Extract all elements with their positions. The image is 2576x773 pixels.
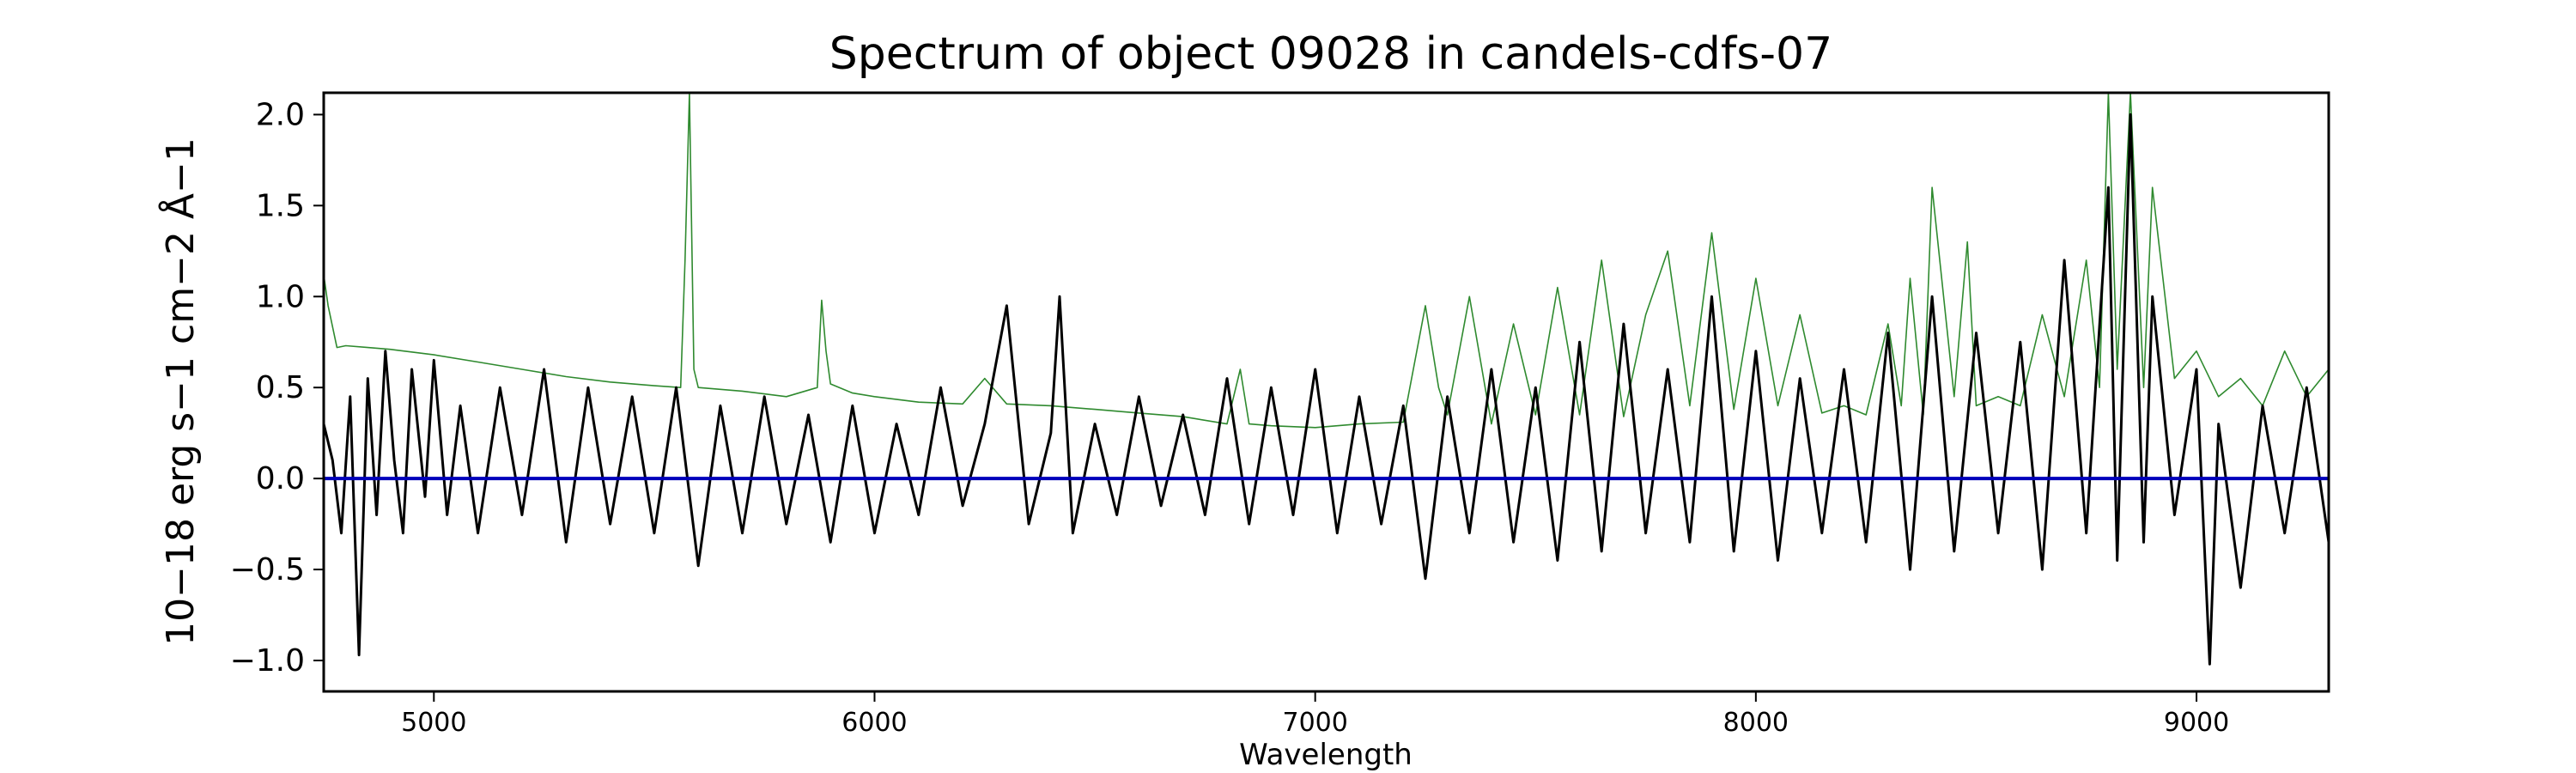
plot-frame — [322, 91, 2330, 693]
x-tick-label: 9000 — [2164, 708, 2229, 738]
y-tick-label: 1.0 — [256, 279, 305, 314]
x-tick-label: 5000 — [401, 708, 466, 738]
y-tick-label: 1.5 — [256, 188, 305, 223]
chart-title: Spectrum of object 09028 in candels-cdfs… — [829, 28, 1832, 80]
x-tick-label: 7000 — [1282, 708, 1347, 738]
y-tick-label: −1.0 — [230, 643, 305, 679]
y-axis: 2.0 1.5 1.0 0.5 0.0 −0.5 −1.0 — [230, 97, 324, 679]
y-axis-label: 10−18 erg s−1 cm−2 Å−1 — [157, 137, 203, 646]
y-tick-label: 0.0 — [256, 461, 305, 496]
y-tick-label: 2.0 — [256, 97, 305, 132]
y-tick-label: 0.5 — [256, 370, 305, 405]
x-tick-label: 6000 — [841, 708, 907, 738]
x-tick-label: 8000 — [1723, 708, 1789, 738]
series-flux-line — [322, 113, 2330, 666]
y-tick-label: −0.5 — [230, 552, 305, 587]
plot-area — [322, 92, 2330, 666]
x-axis: 5000 6000 7000 8000 9000 — [401, 691, 2229, 738]
x-axis-label: Wavelength — [1239, 738, 1413, 772]
